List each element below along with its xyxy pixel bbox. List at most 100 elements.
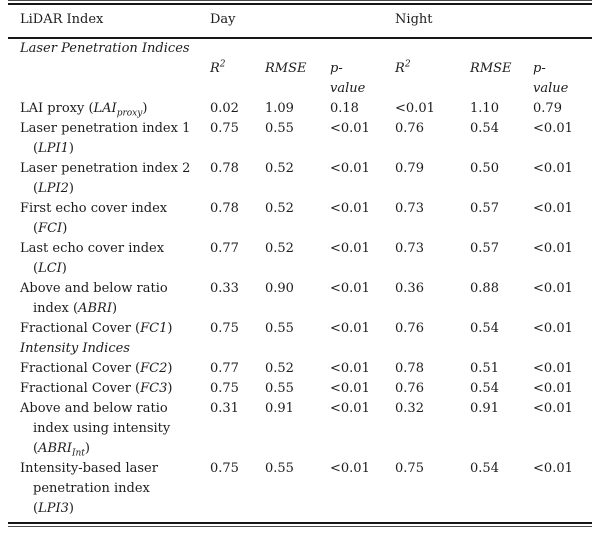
- cell-value: 0.76: [395, 121, 424, 136]
- cell-value: <0.01: [533, 281, 573, 296]
- cell-value: 1.10: [470, 101, 499, 116]
- label-segment: (: [33, 141, 39, 156]
- label-segment: penetration index: [33, 481, 150, 496]
- table-row: LAI proxy (LAIproxy) 0.02 1.09 0.18 <0.01 1.1…: [8, 99, 592, 119]
- section-label: Laser Penetration Indices: [8, 38, 592, 59]
- cell-value: <0.01: [533, 381, 573, 396]
- label-segment: LCI: [38, 261, 62, 276]
- cell-value: <0.01: [330, 321, 370, 336]
- label-segment: ABRI: [38, 441, 72, 456]
- subheader-row: R2 RMSE p- value R2 RMSE p- value: [8, 59, 592, 99]
- cell-value: 0.79: [533, 101, 562, 116]
- label-segment: ): [84, 441, 90, 456]
- cell-value: 0.75: [210, 381, 239, 396]
- label-segment: index using intensity: [33, 421, 171, 436]
- cell-value: <0.01: [330, 281, 370, 296]
- table-bottom-rule-thin: [8, 526, 592, 527]
- cell-value: 0.75: [210, 121, 239, 136]
- label-segment: ): [167, 381, 173, 396]
- label-segment: proxy: [116, 108, 143, 119]
- cell-value: <0.01: [330, 361, 370, 376]
- cell-value: 0.73: [395, 241, 424, 256]
- label-segment: (: [33, 441, 39, 456]
- label-segment: ): [167, 321, 173, 336]
- label-segment: Above and below ratio: [20, 401, 168, 416]
- label-segment: Intensity Indices: [20, 341, 130, 356]
- cell-value: 0.76: [395, 381, 424, 396]
- cell-value: <0.01: [533, 161, 573, 176]
- cell-value: <0.01: [330, 161, 370, 176]
- label-segment: LPI1: [38, 141, 69, 156]
- label-segment: Laser Penetration Indices: [20, 41, 190, 56]
- label-segment: ): [62, 221, 68, 236]
- cell-value: <0.01: [395, 101, 435, 116]
- row-label: Intensity-based laser penetration index (L…: [8, 459, 210, 519]
- section-row: Intensity Indices: [8, 339, 592, 359]
- table-row: Above and below ratio index using intensi…: [8, 399, 592, 459]
- table-row: Laser penetration index 2 (LPI2) 0.78 0.52 <…: [8, 159, 592, 199]
- cell-value: 0.55: [265, 121, 294, 136]
- cell-value: <0.01: [330, 201, 370, 216]
- row-label: LAI proxy (LAIproxy): [8, 99, 210, 119]
- label-segment: ): [68, 501, 74, 516]
- cell-value: 0.57: [470, 241, 499, 256]
- label-segment: Int: [71, 448, 85, 459]
- cell-value: 0.31: [210, 401, 239, 416]
- section-row: Laser Penetration Indices: [8, 38, 592, 59]
- label-segment: ): [111, 301, 118, 316]
- label-segment: Fractional Cover (: [20, 361, 141, 376]
- table-bottom-rule-thick: [8, 522, 592, 524]
- cell-value: 0.78: [210, 201, 239, 216]
- table-top-rule-thin: [8, 0, 592, 1]
- row-label: Last echo cover index (LCI): [8, 239, 210, 279]
- label-segment: Intensity-based laser: [20, 461, 158, 476]
- stat-symbol-sup: 2: [404, 59, 411, 70]
- label-segment: (: [33, 181, 39, 196]
- cell-value: 0.54: [470, 321, 499, 336]
- stat-symbol-sup: 2: [219, 59, 226, 70]
- label-segment: (: [33, 501, 39, 516]
- cell-value: 0.54: [470, 121, 499, 136]
- cell-value: 0.75: [395, 461, 424, 476]
- label-segment: ): [68, 141, 74, 156]
- label-segment: index (: [33, 301, 79, 316]
- cell-value: 0.55: [265, 461, 294, 476]
- cell-value: <0.01: [533, 321, 573, 336]
- cell-value: 0.55: [265, 321, 294, 336]
- cell-value: 0.52: [265, 241, 294, 256]
- table-row: Fractional Cover (FC2) 0.77 0.52 <0.01 0.78 0…: [8, 359, 592, 379]
- col-group-day: Day: [210, 5, 396, 39]
- cell-value: 0.91: [265, 401, 294, 416]
- section-label: Intensity Indices: [8, 339, 592, 359]
- cell-value: <0.01: [330, 381, 370, 396]
- label-segment: Fractional Cover (: [20, 321, 141, 336]
- cell-value: <0.01: [533, 121, 573, 136]
- label-segment: Above and below ratio: [20, 281, 168, 296]
- label-segment: ): [61, 261, 67, 276]
- table-row: Above and below ratio index (ABRI) 0.33 0.9…: [8, 279, 592, 319]
- cell-value: <0.01: [533, 461, 573, 476]
- cell-value: 0.52: [265, 161, 294, 176]
- table-row: Laser penetration index 1 (LPI1) 0.75 0.55 <…: [8, 119, 592, 159]
- col-header-lidar-index: LiDAR Index: [8, 5, 210, 39]
- label-segment: Last echo cover index: [20, 241, 165, 256]
- label-segment: Fractional Cover (: [20, 381, 141, 396]
- label-segment: Laser penetration index 1: [20, 121, 191, 136]
- label-segment: FC1: [140, 321, 168, 336]
- label-segment: LAI proxy (: [20, 101, 94, 116]
- label-segment: FC3: [140, 381, 168, 396]
- cell-value: <0.01: [330, 401, 370, 416]
- label-segment: FC2: [140, 361, 168, 376]
- cell-value: 0.32: [395, 401, 424, 416]
- subheader-cell: p- value: [330, 61, 366, 96]
- cell-value: 0.78: [395, 361, 424, 376]
- cell-value: <0.01: [330, 241, 370, 256]
- table-body: Laser Penetration Indices R2 RMSE p- value R…: [8, 38, 592, 519]
- cell-value: 0.52: [265, 201, 294, 216]
- cell-value: 0.75: [210, 321, 239, 336]
- cell-value: 1.09: [265, 101, 294, 116]
- label-segment: LPI2: [38, 181, 69, 196]
- table-header-row: LiDAR Index Day Night: [8, 5, 593, 39]
- cell-value: <0.01: [533, 401, 573, 416]
